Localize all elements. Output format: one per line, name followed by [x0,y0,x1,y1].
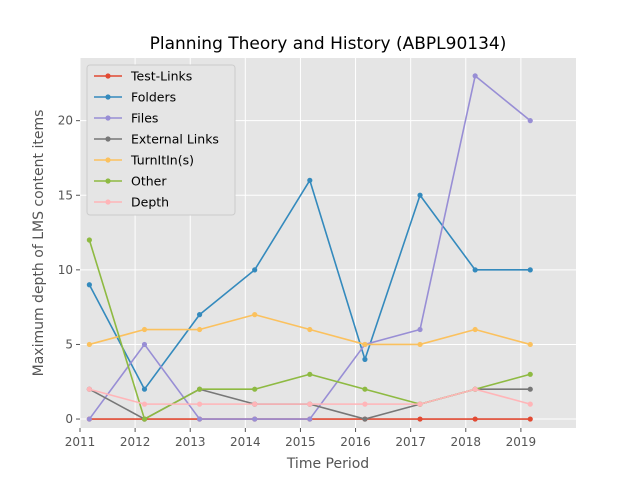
x-tick-label: 2014 [230,435,261,449]
x-tick-label: 2012 [120,435,151,449]
legend: Test-Links Folders Files External Links Turn… [86,64,236,216]
data-point [86,386,92,392]
legend-item-depth: Depth [94,195,169,210]
legend-label: Files [131,111,158,126]
legend-swatch-marker [105,136,111,142]
legend-item-files: Files [94,111,158,126]
data-point [417,326,423,333]
data-point [252,386,258,392]
data-point [307,177,313,183]
legend-label: Other [131,174,167,189]
data-point [527,341,533,348]
y-tick-label: 20 [58,114,73,128]
x-axis-ticks: 2011 2012 2013 2014 2015 2016 2017 2018 2019 [65,428,536,449]
data-point [196,386,203,392]
data-point [307,326,313,333]
series-lines [86,73,533,422]
data-point [417,416,423,422]
y-tick-label: 0 [65,412,73,426]
data-point [527,267,533,273]
data-point [252,401,258,407]
data-point [252,267,258,273]
y-tick-label: 15 [58,188,73,202]
y-axis-label: Maximum depth of LMS content items [31,110,47,377]
data-point [196,416,203,422]
data-point [141,386,148,392]
data-point [527,371,533,377]
series-folders [86,177,533,392]
x-tick-label: 2018 [451,435,482,449]
legend-swatch-marker [105,115,111,121]
data-point [307,416,313,422]
legend-item-turnitin-s: TurnItIn(s) [94,153,194,168]
legend-swatch-marker [105,94,111,100]
y-tick-label: 10 [58,263,73,277]
series-depth [86,386,533,407]
data-point [141,401,148,407]
data-point [472,267,478,273]
legend-label: TurnItIn(s) [130,153,194,168]
data-point [472,326,478,333]
data-point [141,341,148,348]
data-point [417,401,423,407]
legend-label: External Links [131,132,219,147]
data-point [417,192,423,198]
data-point [362,416,368,422]
data-point [86,341,92,348]
legend-swatch-marker [105,73,111,79]
data-point [527,401,533,407]
legend-swatch-marker [105,199,111,205]
series-turnitin-s [86,312,533,348]
data-point [196,401,203,407]
x-tick-label: 2019 [506,435,537,449]
data-point [86,237,92,243]
chart-title: Planning Theory and History (ABPL90134) [150,34,507,54]
x-tick-label: 2017 [395,435,426,449]
data-point [141,326,148,333]
x-tick-label: 2015 [285,435,316,449]
data-point [362,401,368,407]
legend-item-test-links: Test-Links [94,69,192,84]
data-point [362,356,368,362]
data-point [196,312,203,318]
data-point [527,386,533,392]
x-tick-label: 2013 [175,435,206,449]
legend-box [86,64,236,216]
data-point [252,416,258,422]
data-point [472,416,478,422]
legend-swatch-marker [105,157,111,163]
data-point [307,371,313,377]
data-point [86,416,92,422]
legend-swatch-marker [105,178,111,184]
data-point [252,312,258,318]
data-point [417,341,423,348]
data-point [362,386,368,392]
x-tick-label: 2011 [65,435,96,449]
data-point [362,341,368,348]
legend-label: Test-Links [130,69,192,84]
legend-item-other: Other [94,174,167,189]
legend-label: Depth [131,195,169,210]
data-point [472,386,478,392]
series-files [86,73,533,422]
data-point [86,282,92,288]
x-tick-label: 2016 [340,435,371,449]
y-axis-ticks: 0 5 10 15 20 [58,114,80,426]
data-point [307,401,313,407]
data-point [527,118,533,124]
x-axis-label: Time Period [286,456,369,472]
data-point [141,416,148,422]
legend-label: Folders [131,90,176,105]
data-point [472,73,478,79]
legend-item-folders: Folders [94,90,176,105]
data-point [527,416,533,422]
y-tick-label: 5 [65,337,73,351]
data-point [196,326,203,333]
legend-item-external-links: External Links [94,132,219,147]
